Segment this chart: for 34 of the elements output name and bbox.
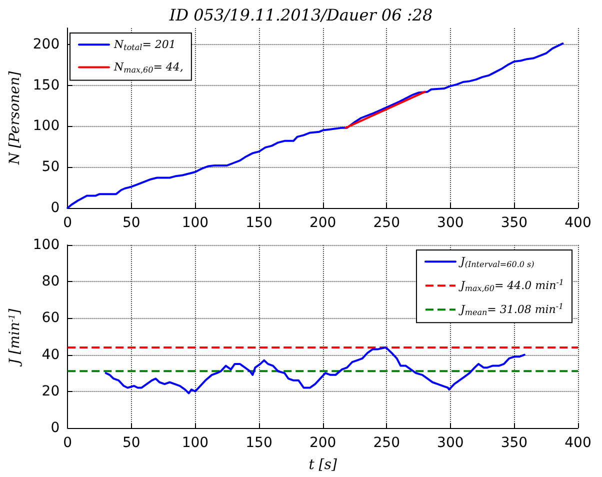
chart-title: ID 053/19.11.2013/Dauer 06 :28 (168, 6, 433, 24)
x-tick-label: 300 (437, 215, 464, 231)
y-tick-label: 0 (50, 420, 60, 436)
y-tick-label: 20 (42, 383, 60, 400)
x-tick-label: 200 (309, 435, 336, 451)
x-tick-label: 350 (500, 435, 528, 451)
x-tick-label: 150 (246, 215, 272, 231)
x-tick-label: 50 (122, 215, 140, 231)
y-tick-label: 60 (42, 310, 60, 326)
y-tick-label: 40 (42, 346, 60, 363)
y-tick-label: 150 (32, 77, 60, 94)
x-axis-title: t [s] (308, 457, 338, 473)
x-tick-label: 0 (63, 215, 72, 231)
y-axis-title: N [Personen] (7, 70, 23, 166)
y-axis-title: J [min-1] (7, 308, 23, 368)
y-tick-label: 100 (32, 237, 60, 253)
x-tick-label: 50 (122, 435, 140, 451)
y-tick-label: 100 (32, 118, 60, 134)
x-tick-label: 150 (246, 435, 272, 451)
y-tick-label: 50 (42, 159, 60, 176)
x-tick-label: 350 (500, 215, 528, 231)
x-tick-label: 0 (63, 435, 72, 451)
x-tick-label: 100 (182, 435, 209, 451)
y-tick-label: 200 (32, 36, 60, 52)
y-tick-label: 80 (42, 274, 60, 290)
x-tick-label: 300 (437, 435, 464, 451)
x-tick-label: 100 (182, 215, 209, 231)
x-tick-label: 250 (373, 435, 400, 451)
x-tick-label: 400 (564, 215, 592, 231)
line-series (104, 346, 526, 394)
x-tick-label: 400 (564, 435, 592, 451)
y-tick-label: 0 (50, 200, 60, 216)
x-tick-label: 200 (309, 215, 336, 231)
x-tick-label: 250 (373, 215, 400, 231)
